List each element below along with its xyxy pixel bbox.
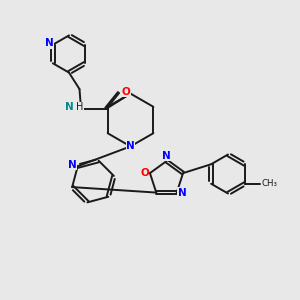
- Text: N: N: [162, 151, 171, 161]
- Text: N: N: [68, 160, 77, 170]
- Text: O: O: [121, 86, 130, 97]
- Text: O: O: [140, 168, 149, 178]
- Text: N: N: [65, 102, 74, 112]
- Text: N: N: [178, 188, 187, 198]
- Text: N: N: [126, 141, 135, 152]
- Text: CH₃: CH₃: [261, 179, 278, 188]
- Text: N: N: [45, 38, 54, 48]
- Text: H: H: [76, 102, 83, 112]
